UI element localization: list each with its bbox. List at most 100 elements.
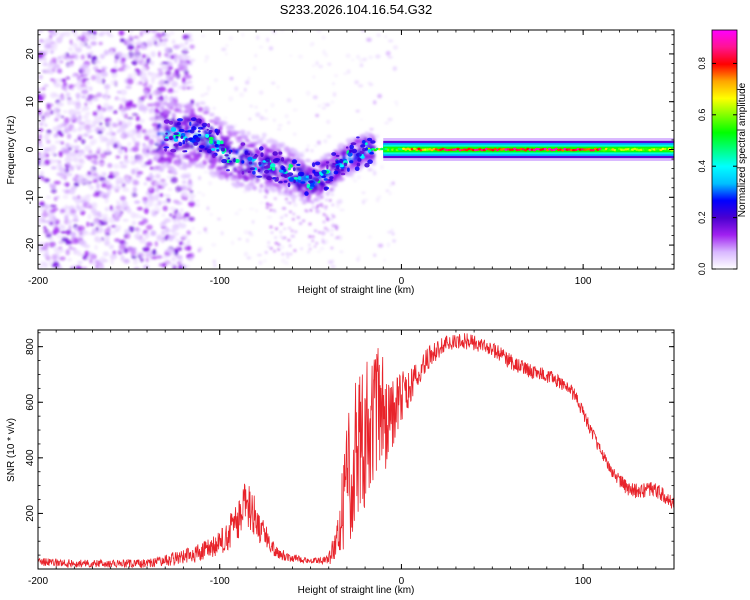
heatmap-noise-cell: [127, 130, 134, 134]
heatmap-ridge-cell: [293, 179, 296, 184]
heatmap-ridge-cell: [229, 126, 235, 130]
heatmap-ridge-cell: [190, 144, 195, 150]
heatmap-noise-cell: [78, 164, 84, 168]
heatmap-noise-cell: [141, 66, 147, 72]
heatmap-noise-cell: [256, 35, 260, 40]
heatmap-noise-cell: [276, 128, 282, 131]
heatmap-noise-cell: [298, 222, 302, 225]
heatmap-noise-cell: [358, 84, 364, 88]
heatmap-noise-cell: [245, 80, 248, 85]
heatmap-ridge-cell: [258, 161, 262, 166]
heatmap-noise-cell: [84, 145, 91, 152]
heatmap-noise-cell: [172, 72, 177, 78]
colorbar-tick-label: 0.6: [697, 109, 707, 122]
heatmap-noise-cell: [395, 102, 399, 107]
heatmap-noise-cell: [211, 243, 217, 247]
heatmap-ridge-cell: [204, 147, 208, 151]
heatmap-noise-cell: [71, 128, 78, 133]
heatmap-noise-cell: [121, 99, 126, 104]
heatmap-noise-cell: [109, 139, 115, 146]
heatmap-noise-cell: [292, 189, 296, 192]
heatmap-ridge-cell: [206, 128, 209, 131]
heatmap-ridge-cell: [350, 142, 357, 146]
heatmap-noise-cell: [201, 152, 204, 155]
heatmap-noise-cell: [312, 75, 316, 79]
heatmap-ridge-cell: [264, 169, 269, 174]
heatmap-noise-cell: [134, 47, 140, 54]
heatmap-noise-cell: [225, 44, 229, 47]
heatmap-ridge-cell: [359, 150, 365, 155]
heatmap-noise-cell: [316, 250, 321, 253]
heatmap-noise-cell: [284, 114, 289, 119]
heatmap-noise-cell: [38, 109, 42, 115]
heatmap-noise-cell: [104, 96, 109, 101]
heatmap-noise-cell: [165, 70, 172, 76]
heatmap-noise-cell: [94, 76, 102, 80]
heatmap-ridge-cell: [281, 166, 286, 171]
heatmap-noise-cell: [54, 118, 59, 122]
heatmap-noise-cell: [53, 247, 60, 253]
heatmap-noise-cell: [79, 40, 85, 48]
heatmap-ridge-cell: [349, 144, 355, 150]
heatmap-noise-cell: [145, 252, 153, 258]
heatmap-noise-cell: [288, 201, 292, 205]
heatmap-noise-cell: [46, 103, 51, 108]
heatmap-ridge-cell: [257, 168, 261, 173]
heatmap-ridge-cell: [258, 188, 262, 194]
heatmap-noise-cell: [120, 89, 128, 96]
heatmap-noise-cell: [40, 260, 44, 267]
heatmap-ridge-cell: [272, 151, 278, 156]
heatmap-noise-cell: [335, 227, 339, 230]
heatmap-noise-cell: [95, 108, 103, 113]
heatmap-noise-cell: [161, 213, 166, 218]
heatmap-noise-cell: [280, 258, 286, 264]
heatmap-noise-cell: [181, 49, 189, 55]
heatmap-noise-cell: [343, 72, 348, 75]
heatmap-noise-cell: [266, 215, 273, 219]
heatmap-ridge-cell: [319, 156, 324, 161]
heatmap-noise-cell: [86, 45, 91, 49]
heatmap-ridge-cell: [203, 128, 207, 135]
heatmap-noise-cell: [228, 98, 234, 102]
heatmap-ridge-cell: [168, 159, 172, 164]
heatmap-noise-cell: [279, 230, 283, 234]
heatmap-ridge-cell: [311, 189, 316, 193]
heatmap-ridge-highlight: [347, 152, 353, 157]
heatmap-ridge-cell: [257, 139, 264, 145]
heatmap-noise-cell: [154, 203, 159, 207]
colorbar-gradient: [711, 29, 738, 270]
heatmap-noise-cell: [50, 166, 57, 170]
heatmap-noise-cell: [112, 250, 117, 256]
heatmap-noise-cell: [59, 32, 64, 40]
heatmap-ridge-cell: [233, 158, 236, 163]
heatmap-noise-cell: [273, 197, 277, 200]
heatmap-ridge-cell: [319, 181, 325, 187]
heatmap-noise-cell: [111, 132, 116, 136]
heatmap-noise-cell: [201, 34, 206, 38]
heatmap-noise-cell: [65, 229, 72, 235]
heatmap-ridge-cell: [308, 180, 314, 184]
heatmap-noise-cell: [251, 220, 255, 224]
heatmap-ridge-cell: [292, 167, 296, 172]
heatmap-noise-cell: [127, 78, 134, 85]
heatmap-ridge-cell: [335, 154, 340, 157]
heatmap-ridge-cell: [214, 116, 221, 123]
heatmap-ridge-cell: [209, 126, 214, 130]
colorbar-tick-label: 0.2: [697, 211, 707, 224]
heatmap-noise-cell: [50, 188, 57, 194]
heatmap-ridge-cell: [241, 171, 245, 175]
heatmap-noise-cell: [65, 182, 70, 188]
heatmap-noise-cell: [116, 97, 122, 101]
heatmap-ridge-cell: [178, 128, 185, 133]
heatmap-noise-cell: [93, 155, 99, 161]
heatmap-noise-cell: [119, 165, 125, 169]
heatmap-ridge-cell: [276, 176, 279, 182]
heatmap-noise-cell: [43, 262, 49, 269]
heatmap-noise-cell: [45, 112, 51, 118]
heatmap-ridge-cell: [280, 174, 287, 177]
heatmap-noise-cell: [120, 146, 125, 150]
heatmap-band-peak: [615, 149, 619, 152]
heatmap-ridge-cell: [340, 172, 346, 176]
heatmap-noise-cell: [142, 143, 146, 147]
heatmap-noise-cell: [137, 57, 142, 62]
